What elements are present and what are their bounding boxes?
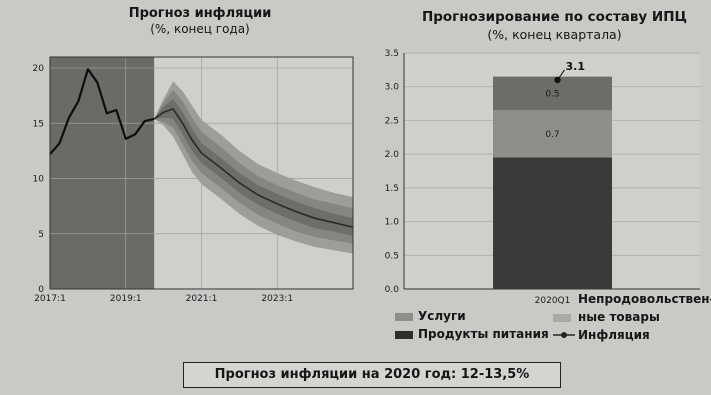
bar-segment-label: 0.7 (545, 130, 559, 140)
x-category-label: 2020Q1 (535, 296, 571, 306)
bar-segment-3 (493, 76, 612, 111)
y-tick-label: 3.5 (385, 49, 399, 59)
y-tick-label: 3.0 (385, 83, 400, 93)
inflation-point (554, 76, 561, 84)
y-tick-label: 0 (38, 285, 44, 295)
plot-frame (49, 56, 354, 290)
inflation-leader (557, 69, 565, 81)
x-tick-label: 2023:1 (261, 294, 293, 304)
legend-label-inflation: Инфляция (578, 328, 650, 342)
y-tick-label: 2.5 (385, 116, 399, 126)
bar-segment-label: 0.5 (545, 89, 559, 99)
left-chart-title: Прогноз инфляции (128, 6, 272, 21)
left-chart-subtitle: (%, конец года) (150, 22, 250, 36)
y-tick-label: 0.0 (385, 285, 400, 295)
x-tick-label: 2019:1 (110, 294, 142, 304)
legend-label-services: Услуги (418, 309, 466, 323)
legend-label-food: Продукты питания (418, 327, 549, 341)
y-tick-label: 10 (33, 175, 45, 185)
y-tick-label: 5 (38, 230, 44, 240)
inflation-label: 3.1 (566, 60, 586, 73)
legend-swatch-services (395, 313, 413, 321)
legend-label-nonfood-line2: ные товары (578, 310, 660, 324)
x-tick-label: 2021:1 (186, 294, 218, 304)
bar-segment-1 (493, 157, 612, 289)
forecast-2020-banner: Прогноз инфляции на 2020 год: 12-13,5% (183, 362, 561, 388)
history-line (49, 68, 155, 155)
x-tick-label: 2017:1 (34, 294, 66, 304)
right-chart-subtitle: (%, конец квартала) (487, 27, 622, 42)
y-tick-label: 1.0 (385, 218, 400, 228)
legend-label-nonfood-line1: Непродовольствен- (578, 292, 711, 306)
y-tick-label: 1.5 (385, 184, 399, 194)
legend-swatch-food (395, 331, 413, 339)
y-tick-label: 15 (33, 119, 44, 129)
y-tick-label: 0.5 (385, 251, 399, 261)
y-tick-label: 2.0 (385, 150, 400, 160)
bar-segment-2 (493, 110, 612, 158)
right-chart-title: Прогнозирование по составу ИПЦ (421, 9, 688, 25)
y-tick-label: 20 (33, 64, 45, 74)
forecast-median-line (153, 107, 354, 228)
legend-swatch-nonfood (553, 314, 571, 322)
